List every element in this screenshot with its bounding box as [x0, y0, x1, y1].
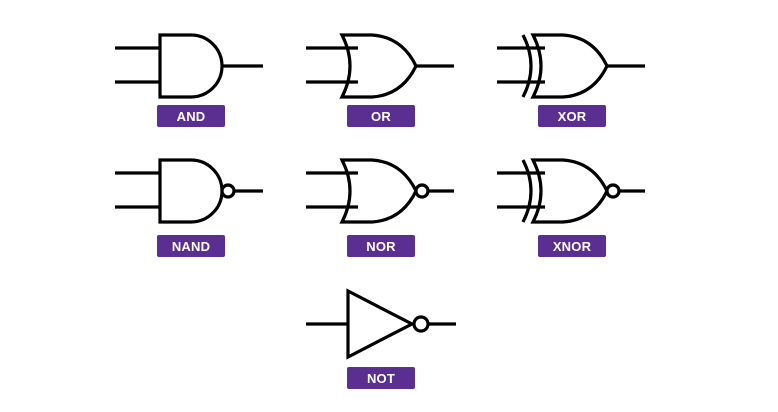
xor-label: XOR: [538, 105, 606, 127]
or-gate: [306, 33, 456, 99]
xor-gate-icon: [497, 33, 645, 99]
not-gate: [306, 288, 456, 360]
nand-gate-icon: [115, 158, 263, 224]
nor-gate-icon: [306, 158, 454, 224]
and-gate: [115, 33, 265, 99]
or-label: OR: [347, 105, 415, 127]
not-gate-icon: [306, 288, 456, 360]
xnor-gate: [497, 158, 647, 224]
xnor-gate-icon: [497, 158, 645, 224]
and-gate-icon: [115, 33, 263, 99]
xor-gate: [497, 33, 647, 99]
nor-gate: [306, 158, 456, 224]
xnor-label: XNOR: [538, 235, 606, 257]
or-gate-icon: [306, 33, 454, 99]
and-label: AND: [157, 105, 225, 127]
nand-label: NAND: [157, 235, 225, 257]
nand-gate: [115, 158, 265, 224]
nor-label: NOR: [347, 235, 415, 257]
not-label: NOT: [347, 367, 415, 389]
